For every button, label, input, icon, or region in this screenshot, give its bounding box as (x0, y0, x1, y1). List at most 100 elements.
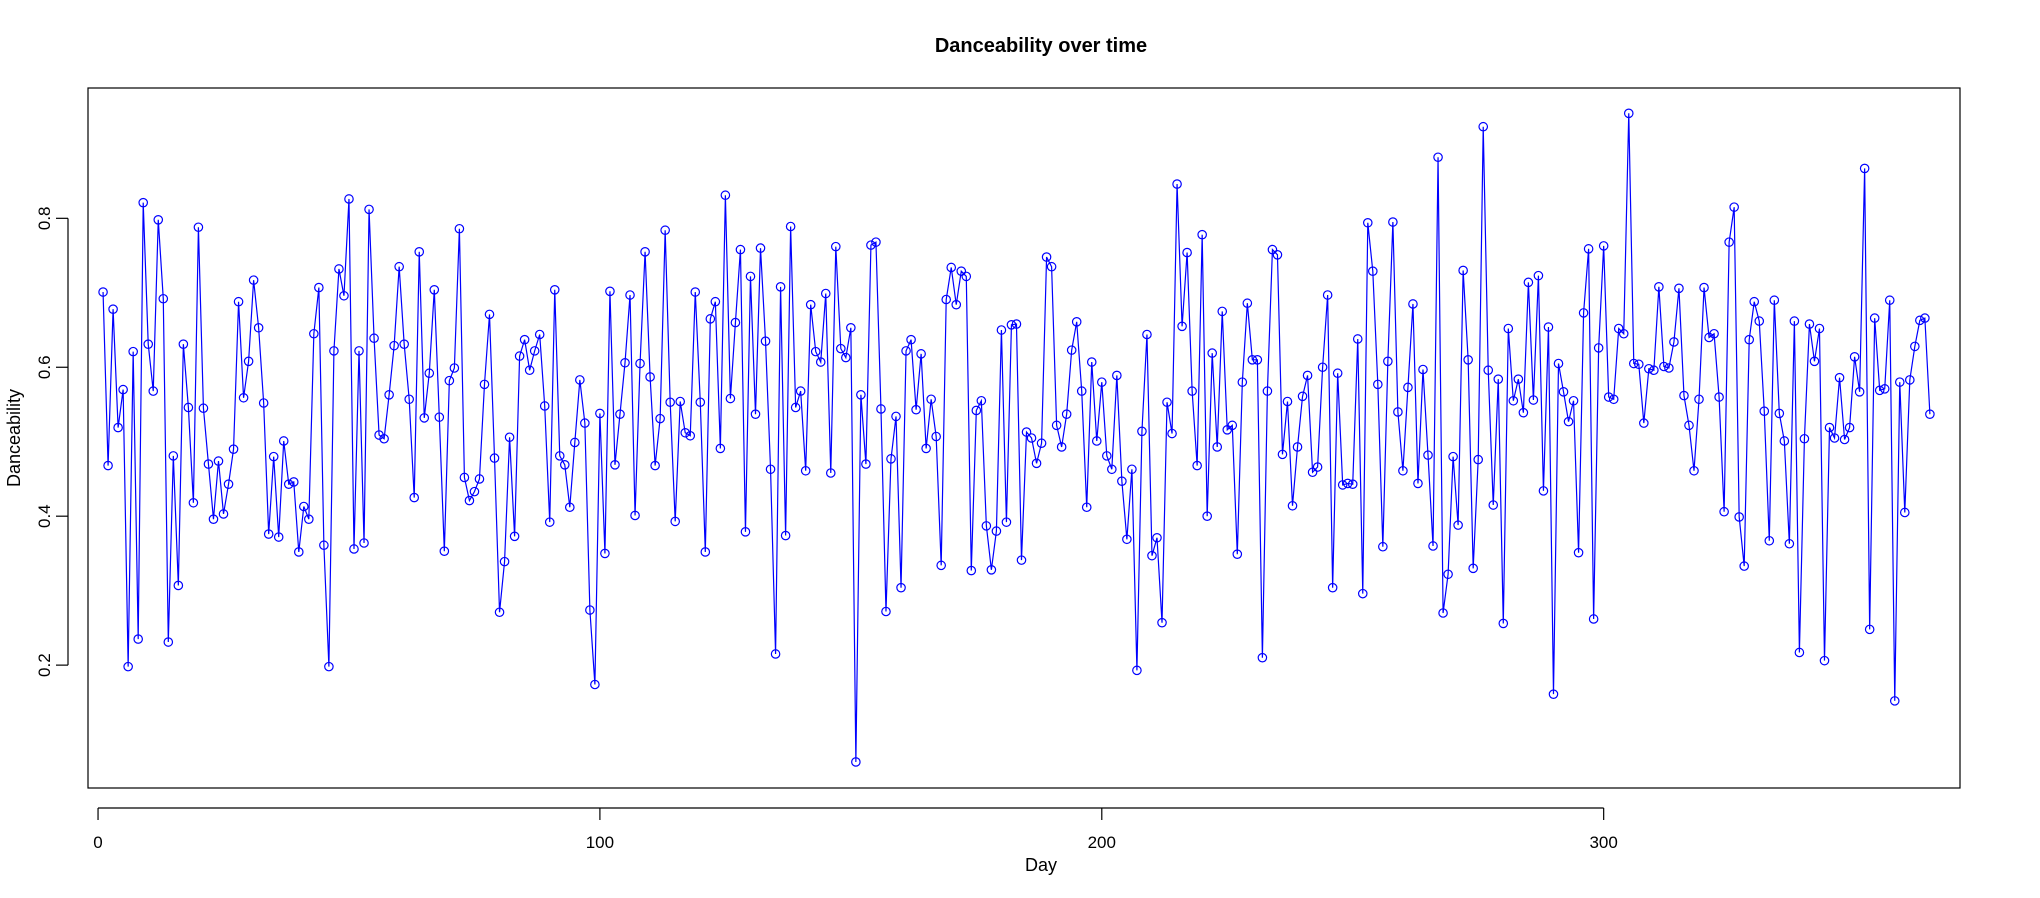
data-point (238, 392, 249, 403)
data-point (665, 397, 675, 408)
data-point (1754, 316, 1765, 326)
data-point (1267, 244, 1278, 255)
x-axis: 0 100 200 300 (93, 807, 1618, 852)
data-point (1654, 282, 1664, 292)
data-point (1242, 298, 1253, 309)
data-point (1448, 451, 1458, 462)
data-point (1588, 614, 1599, 624)
data-point (1332, 368, 1343, 379)
data-point (635, 358, 645, 369)
data-point (921, 443, 931, 454)
data-point (479, 379, 490, 390)
data-point (1563, 416, 1574, 427)
data-point (1453, 520, 1463, 530)
data-point (1709, 328, 1719, 339)
data-point (549, 285, 560, 295)
data-point (1257, 652, 1268, 663)
data-point (1920, 313, 1930, 323)
data-point (524, 365, 535, 376)
data-point (288, 477, 299, 487)
data-point (1056, 442, 1067, 452)
data-point (1036, 438, 1047, 449)
data-point (304, 514, 314, 524)
data-point (735, 244, 746, 255)
data-point (419, 413, 430, 423)
data-point (253, 322, 264, 333)
data-point (715, 443, 726, 454)
data-point (1433, 152, 1443, 163)
data-point (1127, 464, 1137, 475)
y-axis-label: Danceability (4, 389, 24, 487)
data-point (780, 530, 791, 541)
data-point (981, 521, 992, 531)
data-point (625, 290, 635, 300)
data-point (685, 430, 696, 441)
data-point (1393, 407, 1403, 417)
data-point (299, 501, 309, 512)
data-point (1834, 372, 1845, 383)
data-point (605, 286, 615, 297)
data-point (409, 492, 420, 503)
data-point (143, 339, 154, 349)
data-point (183, 402, 194, 413)
data-point (1854, 387, 1865, 397)
data-point (178, 339, 189, 349)
data-point (1362, 217, 1373, 228)
data-point (660, 225, 670, 236)
data-point (1905, 375, 1915, 385)
data-point (1368, 266, 1378, 276)
data-point (123, 661, 133, 672)
data-point (509, 531, 520, 542)
data-point (1398, 465, 1408, 476)
data-point (1142, 329, 1152, 340)
data-point (1523, 277, 1534, 288)
data-point (1644, 363, 1654, 374)
y-tick-label: 0.2 (35, 653, 54, 677)
data-point (1378, 541, 1388, 552)
data-point (630, 510, 640, 521)
x-axis-label: Day (1025, 855, 1057, 875)
data-point (820, 288, 831, 299)
data-point (1598, 241, 1609, 251)
data-point (991, 526, 1002, 536)
data-point (1558, 387, 1569, 397)
data-point (1438, 608, 1448, 618)
data-point (424, 368, 435, 379)
data-point (1021, 427, 1032, 437)
data-point (1719, 506, 1729, 517)
data-point (1413, 478, 1423, 489)
data-point (248, 275, 259, 285)
data-point (344, 194, 354, 204)
data-point (1117, 476, 1127, 486)
data-point (1347, 479, 1358, 489)
data-point (1282, 396, 1293, 407)
data-point (1232, 549, 1243, 559)
data-point (369, 333, 379, 344)
data-point (1593, 343, 1604, 353)
data-point (1086, 357, 1097, 367)
data-point (936, 560, 946, 571)
data-point (570, 437, 580, 448)
data-point (720, 190, 731, 201)
data-point (268, 451, 279, 462)
data-point (1568, 395, 1579, 406)
data-point (881, 606, 891, 617)
data-point (1899, 507, 1910, 518)
data-point (1383, 356, 1393, 367)
data-point (770, 649, 781, 659)
data-point (1342, 478, 1353, 489)
data-point (1046, 261, 1057, 272)
data-point (620, 357, 630, 368)
data-point (158, 293, 169, 304)
data-point (1824, 422, 1835, 433)
data-point (966, 565, 977, 576)
data-point (168, 451, 179, 461)
data-point (243, 356, 254, 367)
data-point (514, 351, 525, 361)
data-point (590, 679, 600, 690)
data-point (389, 340, 399, 351)
data-point (1192, 460, 1202, 471)
data-point (1674, 283, 1684, 294)
data-point (474, 474, 485, 484)
data-point (218, 509, 229, 519)
